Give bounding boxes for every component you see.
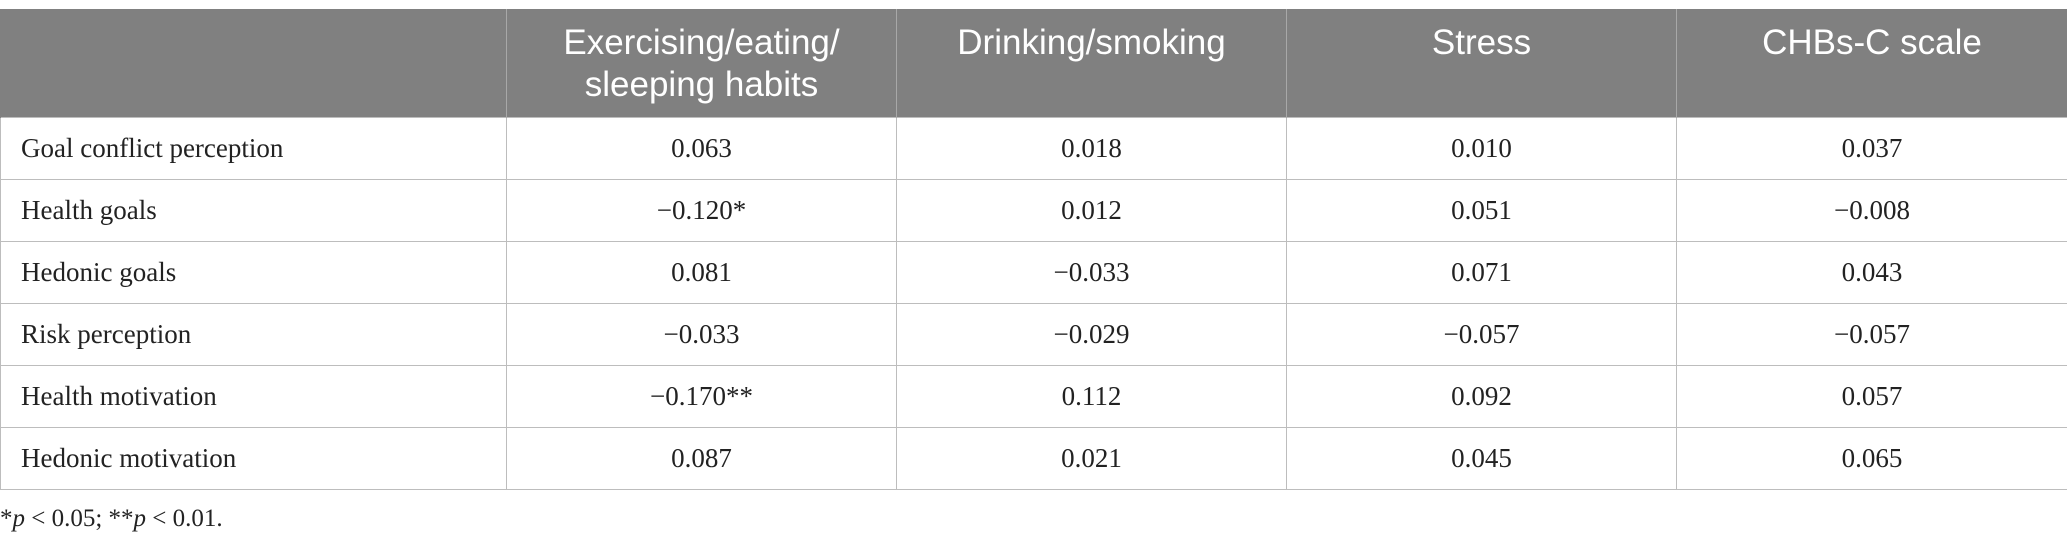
header-cell-exercising-eating-sleeping: Exercising/eating/sleeping habits bbox=[506, 9, 897, 117]
table-cell: −0.033 bbox=[506, 302, 897, 366]
table-cell: 0.057 bbox=[1676, 364, 2067, 428]
row-label: Health goals bbox=[0, 178, 507, 242]
table-row: Health goals −0.120* 0.012 0.051 −0.008 bbox=[0, 178, 2067, 242]
table-row: Risk perception −0.033 −0.029 −0.057 −0.… bbox=[0, 302, 2067, 366]
table-footnote: *p < 0.05; **p < 0.01. bbox=[0, 505, 223, 533]
table-cell: 0.037 bbox=[1676, 116, 2067, 180]
table-cell: −0.008 bbox=[1676, 178, 2067, 242]
header-cell-chbs-c-scale: CHBs-C scale bbox=[1676, 9, 2067, 117]
table-cell: −0.170** bbox=[506, 364, 897, 428]
row-label: Goal conflict perception bbox=[0, 116, 507, 180]
header-cell-stress: Stress bbox=[1286, 9, 1677, 117]
table-cell: −0.057 bbox=[1676, 302, 2067, 366]
row-label: Risk perception bbox=[0, 302, 507, 366]
table-cell: 0.063 bbox=[506, 116, 897, 180]
table-cell: 0.071 bbox=[1286, 240, 1677, 304]
table-cell: 0.018 bbox=[896, 116, 1287, 180]
table-cell: 0.092 bbox=[1286, 364, 1677, 428]
table-cell: −0.057 bbox=[1286, 302, 1677, 366]
table-cell: −0.029 bbox=[896, 302, 1287, 366]
row-label: Hedonic goals bbox=[0, 240, 507, 304]
row-label: Hedonic motivation bbox=[0, 426, 507, 490]
correlation-table: Exercising/eating/sleeping habits Drinki… bbox=[0, 9, 2067, 490]
table-body: Goal conflict perception 0.063 0.018 0.0… bbox=[0, 116, 2067, 490]
table-row: Health motivation −0.170** 0.112 0.092 0… bbox=[0, 364, 2067, 428]
footnote-star-2: ** bbox=[108, 505, 134, 532]
table-cell: 0.012 bbox=[896, 178, 1287, 242]
table-row: Goal conflict perception 0.063 0.018 0.0… bbox=[0, 116, 2067, 180]
table-cell: 0.081 bbox=[506, 240, 897, 304]
table-cell: 0.010 bbox=[1286, 116, 1677, 180]
table-cell: −0.033 bbox=[896, 240, 1287, 304]
table-row: Hedonic goals 0.081 −0.033 0.071 0.043 bbox=[0, 240, 2067, 304]
table-cell: −0.120* bbox=[506, 178, 897, 242]
header-cell-empty bbox=[0, 9, 507, 117]
footnote-p-2: p bbox=[133, 505, 147, 532]
table-header: Exercising/eating/sleeping habits Drinki… bbox=[0, 9, 2067, 117]
table-row: Hedonic motivation 0.087 0.021 0.045 0.0… bbox=[0, 426, 2067, 490]
header-cell-drinking-smoking: Drinking/smoking bbox=[896, 9, 1287, 117]
table-cell: 0.045 bbox=[1286, 426, 1677, 490]
header-row: Exercising/eating/sleeping habits Drinki… bbox=[0, 9, 2067, 117]
table-cell: 0.087 bbox=[506, 426, 897, 490]
footnote-condition-1: < 0.05; bbox=[25, 505, 109, 532]
table-cell: 0.043 bbox=[1676, 240, 2067, 304]
table-cell: 0.051 bbox=[1286, 178, 1677, 242]
table-cell: 0.021 bbox=[896, 426, 1287, 490]
footnote-condition-2: < 0.01. bbox=[146, 505, 223, 532]
table-cell: 0.065 bbox=[1676, 426, 2067, 490]
footnote-star-1: * bbox=[0, 505, 13, 532]
footnote-p-1: p bbox=[12, 505, 26, 532]
table-cell: 0.112 bbox=[896, 364, 1287, 428]
row-label: Health motivation bbox=[0, 364, 507, 428]
